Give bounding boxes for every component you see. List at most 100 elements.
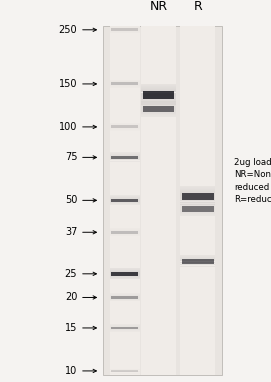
Bar [180, 202, 215, 203]
Bar [110, 202, 140, 203]
Bar [110, 278, 140, 279]
Bar [141, 108, 176, 109]
Bar [110, 201, 140, 202]
Bar [180, 199, 215, 201]
Bar [141, 88, 176, 89]
Bar [110, 275, 140, 276]
Bar [141, 114, 176, 115]
Bar [111, 199, 138, 202]
Bar [182, 193, 214, 200]
Bar [110, 156, 140, 157]
Bar [180, 202, 215, 203]
Bar [141, 26, 176, 374]
Bar [141, 109, 176, 110]
Bar [180, 196, 215, 197]
Bar [180, 204, 215, 205]
Bar [141, 87, 176, 88]
Bar [141, 110, 176, 111]
Bar [110, 268, 140, 269]
Bar [180, 187, 215, 188]
Bar [180, 212, 215, 213]
Bar [111, 370, 138, 372]
Bar [110, 199, 140, 200]
Bar [110, 152, 140, 153]
Bar [180, 204, 215, 205]
Bar [111, 296, 138, 299]
Bar [180, 266, 215, 267]
Bar [180, 260, 215, 261]
Bar [180, 192, 215, 193]
Bar [180, 263, 215, 264]
Bar [141, 84, 176, 85]
Bar [180, 203, 215, 204]
Bar [180, 265, 215, 266]
Text: 15: 15 [65, 323, 77, 333]
Bar [141, 85, 176, 86]
Text: R: R [193, 0, 202, 13]
Bar [141, 105, 176, 106]
Bar [111, 83, 138, 86]
Bar [180, 207, 215, 208]
Bar [141, 100, 176, 101]
Bar [110, 155, 140, 156]
Bar [180, 186, 215, 187]
Bar [111, 28, 138, 31]
Bar [141, 102, 176, 103]
Bar [180, 256, 215, 257]
Bar [180, 255, 215, 256]
Bar [141, 101, 176, 102]
Bar [111, 231, 138, 234]
Bar [180, 190, 215, 191]
Bar [110, 197, 140, 198]
Bar [180, 201, 215, 202]
Bar [141, 86, 176, 87]
Bar [141, 102, 176, 103]
Bar [180, 195, 215, 196]
Bar [110, 203, 140, 204]
Bar [141, 99, 176, 100]
Bar [141, 113, 176, 114]
Text: 37: 37 [65, 227, 77, 237]
Bar [110, 196, 140, 197]
Bar [110, 274, 140, 275]
Bar [180, 191, 215, 192]
Bar [110, 269, 140, 270]
Text: 2ug loading
NR=Non-
reduced
R=reduced: 2ug loading NR=Non- reduced R=reduced [234, 158, 271, 204]
Bar [141, 107, 176, 108]
Text: 25: 25 [65, 269, 77, 279]
Bar [141, 104, 176, 105]
Bar [110, 272, 140, 273]
Bar [180, 215, 215, 216]
Bar [180, 262, 215, 263]
Text: 100: 100 [59, 122, 77, 132]
Bar [111, 125, 138, 128]
Bar [141, 106, 176, 107]
Bar [180, 258, 215, 259]
Bar [180, 264, 215, 265]
Bar [180, 259, 215, 260]
Bar [141, 103, 176, 104]
Bar [141, 89, 176, 91]
Bar [141, 96, 176, 97]
Bar [143, 107, 175, 112]
Bar [180, 26, 215, 374]
Bar [110, 157, 140, 158]
Bar [110, 271, 140, 272]
Text: 20: 20 [65, 293, 77, 303]
Bar [111, 155, 138, 159]
Bar [180, 194, 215, 195]
Bar [110, 153, 140, 154]
Bar [180, 206, 215, 207]
Bar [180, 214, 215, 215]
Text: NR: NR [150, 0, 167, 13]
Bar [141, 95, 176, 96]
Bar [110, 198, 140, 199]
Bar [180, 257, 215, 258]
Bar [110, 277, 140, 278]
Bar [141, 92, 176, 94]
Bar [180, 197, 215, 199]
Bar [111, 272, 138, 276]
Bar [110, 158, 140, 159]
Bar [182, 206, 214, 212]
Bar [180, 210, 215, 211]
